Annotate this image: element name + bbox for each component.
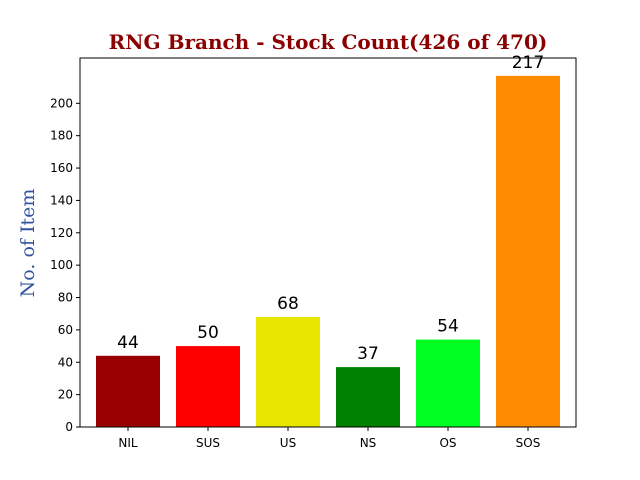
y-tick-label: 80 <box>58 291 73 305</box>
y-tick-label: 120 <box>50 226 73 240</box>
bar-sus <box>176 346 240 427</box>
data-label-sus: 50 <box>197 323 219 343</box>
data-label-us: 68 <box>277 294 299 314</box>
bar-nil <box>96 355 160 427</box>
bar-os <box>416 339 480 427</box>
plot-frame <box>79 57 577 428</box>
y-tick-label: 0 <box>65 420 73 434</box>
x-tick-label: SUS <box>196 436 220 450</box>
data-label-ns: 37 <box>357 344 379 364</box>
data-label-os: 54 <box>437 317 459 337</box>
x-tick-label: US <box>280 436 296 450</box>
y-tick-label: 100 <box>50 258 73 272</box>
data-label-nil: 44 <box>117 333 139 353</box>
y-tick-label: 140 <box>50 193 73 207</box>
x-tick-label: SOS <box>516 436 541 450</box>
y-tick-label: 200 <box>50 96 73 110</box>
bar-sos <box>496 75 560 427</box>
bar-us <box>256 316 320 427</box>
bar-ns <box>336 367 400 427</box>
chart-title: RNG Branch - Stock Count(426 of 470) <box>109 30 548 54</box>
bars-group: 44 50 68 37 54 217 <box>96 53 560 427</box>
axis-ticks-group: NIL SUS US NS OS SOS 0 20 40 60 80 100 120 140 160 180 2… <box>50 96 540 450</box>
y-tick-label: 160 <box>50 161 73 175</box>
y-tick-label: 180 <box>50 129 73 143</box>
y-tick-label: 20 <box>58 388 73 402</box>
y-tick-label: 40 <box>58 355 73 369</box>
x-tick-label: OS <box>439 436 456 450</box>
x-tick-label: NIL <box>118 436 138 450</box>
data-label-sos: 217 <box>512 53 544 73</box>
y-tick-label: 60 <box>58 323 73 337</box>
x-tick-label: NS <box>360 436 377 450</box>
y-axis-label: No. of Item <box>17 189 39 298</box>
